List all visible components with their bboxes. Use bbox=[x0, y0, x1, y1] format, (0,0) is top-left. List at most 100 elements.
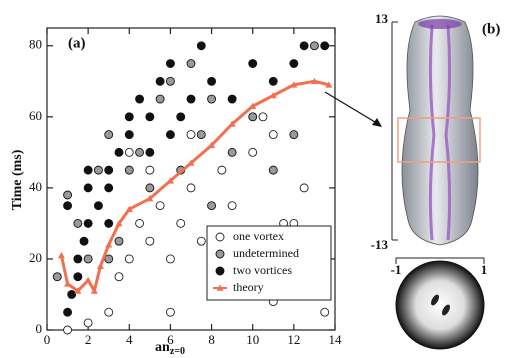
theory-marker bbox=[125, 205, 133, 212]
y-tick-label: 60 bbox=[29, 108, 42, 123]
data-point bbox=[268, 76, 278, 86]
data-point bbox=[186, 183, 196, 193]
theory-marker bbox=[146, 195, 154, 202]
plot-frame bbox=[46, 27, 336, 331]
arrow-head bbox=[372, 118, 382, 127]
data-point bbox=[196, 236, 206, 246]
data-point bbox=[196, 41, 206, 51]
data-point bbox=[165, 130, 175, 140]
data-point bbox=[135, 147, 145, 157]
legend-label: two vortices bbox=[233, 263, 292, 277]
data-point bbox=[155, 201, 165, 211]
theory-marker bbox=[84, 276, 92, 284]
y-tick-label: 40 bbox=[29, 179, 42, 194]
data-point bbox=[309, 41, 319, 51]
data-point bbox=[227, 147, 237, 157]
panel-b: (b) -13 13 -1 1 bbox=[371, 11, 501, 277]
x-tick-label: 8 bbox=[208, 332, 215, 347]
condensate-isosurface bbox=[401, 15, 479, 246]
data-point bbox=[207, 201, 217, 211]
data-point bbox=[73, 272, 83, 282]
data-point bbox=[135, 218, 145, 228]
y-tick-label: 20 bbox=[29, 250, 42, 265]
data-point bbox=[176, 112, 186, 122]
data-point bbox=[248, 112, 258, 122]
data-point bbox=[145, 147, 155, 157]
data-point bbox=[63, 201, 73, 211]
data-point bbox=[227, 201, 237, 211]
theory-marker bbox=[74, 287, 82, 294]
vortex-core bbox=[442, 304, 450, 316]
data-point bbox=[104, 165, 114, 175]
theory-marker bbox=[166, 177, 174, 184]
data-point bbox=[186, 94, 196, 104]
vortex-cap bbox=[418, 19, 462, 29]
legend-marker bbox=[215, 266, 225, 276]
y-axis-label: Time (ms) bbox=[10, 149, 25, 210]
legend-marker bbox=[216, 284, 224, 291]
data-point bbox=[52, 272, 62, 282]
theory-marker bbox=[187, 159, 195, 166]
legend-marker bbox=[215, 232, 225, 242]
legend-label: one vortex bbox=[233, 229, 284, 243]
y-tick-label: 80 bbox=[29, 37, 42, 52]
theory-marker bbox=[269, 92, 277, 99]
legend-label: undetermined bbox=[233, 246, 299, 260]
data-point bbox=[145, 236, 155, 246]
data-point bbox=[83, 254, 93, 264]
x-tick-label: 2 bbox=[85, 332, 92, 347]
data-point bbox=[227, 94, 237, 104]
theory-marker bbox=[64, 280, 72, 287]
x-axis-label-main: an bbox=[155, 340, 170, 355]
y-tick-label: 0 bbox=[36, 321, 43, 336]
data-point bbox=[79, 236, 89, 246]
x-tick-label: 4 bbox=[126, 332, 133, 347]
data-point bbox=[93, 201, 103, 211]
x-tick-label: -1 bbox=[391, 262, 402, 277]
data-point bbox=[73, 218, 83, 228]
data-point bbox=[67, 290, 77, 299]
theory-marker bbox=[90, 287, 98, 294]
theory-marker bbox=[290, 81, 298, 88]
theory-marker bbox=[105, 241, 113, 248]
data-point bbox=[320, 41, 330, 51]
data-point bbox=[289, 130, 299, 140]
data-point bbox=[63, 307, 73, 317]
x-tick-label: 10 bbox=[246, 332, 259, 347]
legend-label: theory bbox=[233, 280, 264, 294]
data-point bbox=[258, 112, 268, 122]
data-point bbox=[248, 59, 258, 68]
data-point bbox=[124, 165, 134, 175]
arrow bbox=[324, 91, 381, 126]
data-point bbox=[299, 41, 309, 51]
data-point bbox=[165, 59, 175, 68]
data-point bbox=[124, 112, 134, 122]
x-tick-label: 6 bbox=[167, 332, 174, 347]
vortex-line bbox=[444, 24, 452, 241]
data-point bbox=[104, 130, 114, 140]
data-point bbox=[207, 94, 217, 104]
data-point bbox=[145, 183, 155, 193]
theory-marker bbox=[208, 141, 216, 149]
data-point bbox=[207, 76, 217, 86]
data-point bbox=[83, 165, 93, 175]
data-point bbox=[268, 130, 278, 140]
data-point bbox=[155, 94, 165, 104]
cross-section bbox=[395, 260, 485, 350]
data-point bbox=[299, 183, 309, 193]
panel-label: (a) bbox=[68, 35, 86, 51]
theory-marker bbox=[96, 262, 104, 269]
data-point bbox=[145, 165, 155, 175]
x-tick-label: 12 bbox=[287, 332, 300, 347]
data-point bbox=[93, 165, 103, 175]
x-axis-label: anz=0 bbox=[155, 340, 185, 357]
data-point bbox=[135, 94, 145, 104]
data-point bbox=[124, 254, 134, 264]
data-point bbox=[83, 318, 93, 328]
data-point bbox=[165, 254, 175, 264]
data-point bbox=[83, 218, 93, 228]
plot-area: 0 2 4 6 8 10 12 14 0 20 40 60 80 one vortex undetermin… bbox=[29, 27, 342, 347]
x-tick-label: 1 bbox=[481, 262, 488, 277]
data-point bbox=[104, 183, 114, 193]
data-point bbox=[114, 236, 124, 246]
